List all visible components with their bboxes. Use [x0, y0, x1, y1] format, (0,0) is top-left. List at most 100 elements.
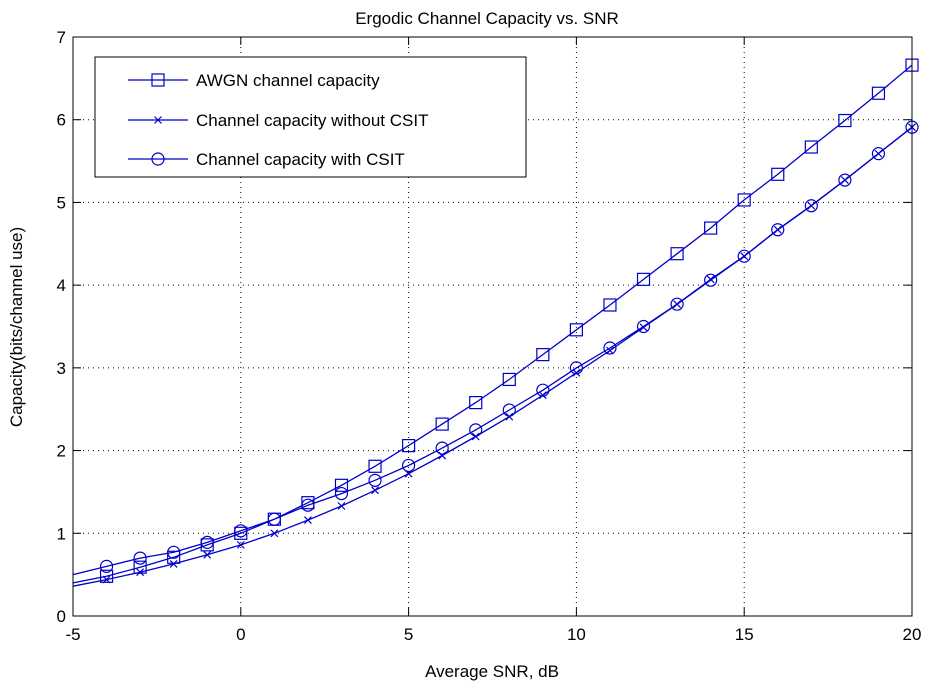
x-tick-label: 15: [735, 625, 754, 644]
data-point: [469, 423, 483, 437]
data-point: [471, 432, 480, 441]
x-marker-stroke: [136, 568, 145, 577]
legend-label: Channel capacity with CSIT: [196, 150, 405, 169]
y-axis-label: Capacity(bits/channel use): [7, 227, 26, 427]
data-point: [133, 560, 147, 574]
data-point: [435, 441, 449, 455]
data-point: [569, 361, 584, 375]
x-marker-stroke: [236, 540, 245, 549]
y-tick-label: 1: [57, 524, 66, 543]
chart-title: Ergodic Channel Capacity vs. SNR: [355, 9, 619, 28]
data-point: [502, 372, 516, 387]
data-point: [337, 502, 346, 510]
data-point: [102, 575, 111, 584]
data-point: [838, 173, 852, 187]
y-tick-label: 2: [57, 442, 66, 461]
x-marker-stroke: [371, 486, 379, 495]
data-point: [169, 559, 178, 568]
x-marker-stroke: [471, 432, 480, 441]
data-point: [572, 368, 581, 377]
x-tick-label: -5: [65, 625, 80, 644]
data-point: [670, 297, 684, 311]
data-point: [334, 478, 349, 492]
data-point: [804, 199, 818, 213]
data-point: [771, 223, 785, 237]
data-point: [167, 545, 181, 559]
x-axis-label: Average SNR, dB: [425, 662, 559, 681]
data-point: [368, 459, 382, 473]
data-point: [569, 323, 584, 337]
data-point: [203, 550, 212, 559]
data-point: [804, 140, 818, 154]
data-point: [603, 341, 617, 355]
y-tick-label: 7: [57, 28, 66, 47]
x-marker-stroke: [572, 368, 581, 377]
data-point: [838, 113, 852, 128]
data-point: [771, 167, 785, 181]
data-point: [737, 193, 751, 207]
y-tick-label: 0: [57, 607, 66, 626]
x-tick-label: 0: [236, 625, 245, 644]
data-point: [371, 486, 379, 495]
x-marker-stroke: [538, 391, 547, 400]
x-marker-stroke: [102, 575, 111, 584]
x-tick-label: 5: [404, 625, 413, 644]
x-tick-label: 20: [903, 625, 922, 644]
legend-label: AWGN channel capacity: [196, 71, 380, 90]
data-point: [334, 486, 349, 501]
data-point: [368, 473, 382, 487]
legend-marker: [151, 152, 165, 166]
data-point: [737, 249, 751, 263]
data-point: [267, 512, 281, 526]
legend: AWGN channel capacity Channel capacity wi…: [94, 56, 527, 178]
data-point: [536, 383, 550, 397]
x-marker-stroke: [169, 559, 178, 568]
data-point: [133, 551, 147, 565]
data-point: [435, 417, 449, 431]
y-tick-label: 3: [57, 359, 66, 378]
data-point: [303, 516, 312, 524]
data-point: [301, 498, 315, 512]
data-point: [636, 272, 651, 286]
data-point: [536, 348, 550, 362]
data-point: [505, 412, 514, 421]
y-tick-label: 4: [57, 276, 66, 295]
data-point: [704, 273, 718, 287]
x-marker-stroke: [270, 529, 279, 538]
data-point: [603, 298, 617, 312]
data-point: [606, 346, 614, 355]
legend-marker: [154, 116, 162, 124]
data-point: [136, 568, 145, 577]
legend-box: [94, 56, 527, 178]
data-point: [670, 247, 684, 261]
data-point: [270, 529, 279, 538]
x-tick-label: 10: [567, 625, 586, 644]
data-point: [200, 535, 214, 549]
data-point: [402, 458, 416, 473]
series-line: [72, 126, 913, 576]
data-point: [871, 86, 886, 100]
data-point: [502, 403, 516, 417]
x-marker-stroke: [606, 346, 614, 355]
data-point: [469, 395, 483, 410]
data-point: [236, 540, 245, 549]
series-line: [72, 126, 913, 587]
y-tick-label: 5: [57, 193, 66, 212]
legend-marker: [151, 73, 165, 87]
data-point: [636, 319, 651, 334]
x-marker-stroke: [203, 550, 212, 559]
plot-area-frame: [72, 36, 913, 617]
x-marker-stroke: [505, 412, 514, 421]
data-point: [234, 524, 248, 538]
data-point: [402, 439, 416, 453]
legend-label: Channel capacity without CSIT: [196, 111, 428, 130]
data-point: [704, 221, 718, 235]
series-circle: [72, 120, 919, 576]
data-point: [99, 559, 114, 573]
x-marker-stroke: [154, 116, 162, 124]
series-x: [72, 123, 916, 587]
data-point: [99, 569, 114, 583]
x-marker-stroke: [337, 502, 346, 510]
